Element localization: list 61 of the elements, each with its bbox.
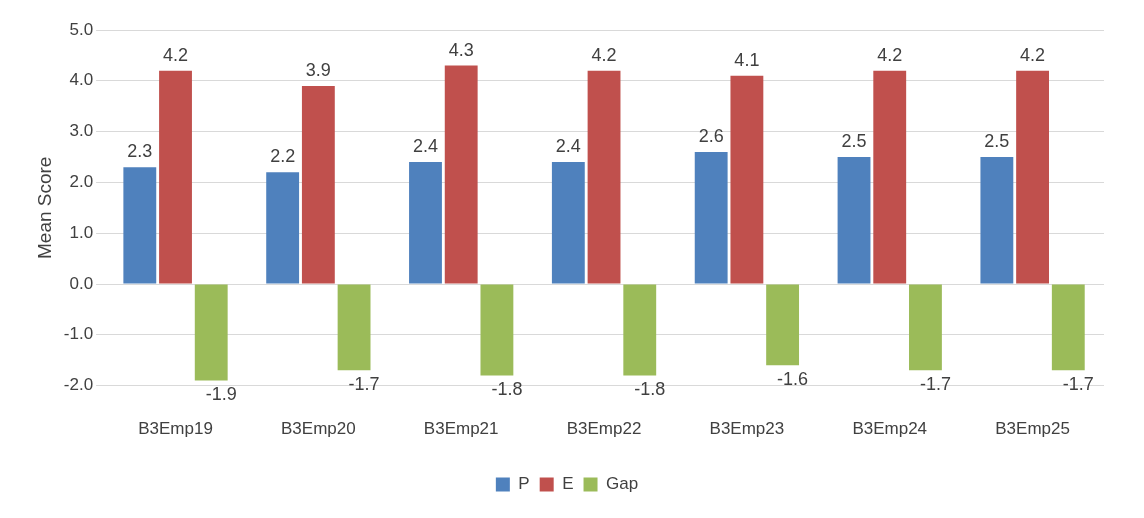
- data-label: 2.2: [270, 146, 296, 167]
- data-label: 2.5: [841, 130, 867, 151]
- legend-label: P: [518, 474, 530, 494]
- y-tick-label: 3.0: [69, 121, 94, 141]
- y-tick-label: 0.0: [69, 273, 94, 293]
- y-tick-label: 1.0: [69, 222, 94, 242]
- x-tick-label: B3Emp25: [995, 419, 1070, 439]
- x-tick-label: B3Emp19: [138, 419, 213, 439]
- bar: [301, 85, 335, 284]
- y-tick-label: 5.0: [69, 19, 94, 39]
- data-label: 2.3: [127, 141, 153, 162]
- data-label: 4.2: [877, 44, 903, 65]
- bar: [1051, 284, 1085, 371]
- data-label: -1.7: [348, 374, 380, 395]
- data-label: -1.6: [777, 369, 809, 390]
- bar: [623, 284, 657, 376]
- data-label: 4.2: [1020, 44, 1046, 65]
- bar: [266, 172, 300, 284]
- bar: [551, 162, 585, 284]
- data-label: 2.4: [555, 136, 581, 157]
- data-label: 2.6: [698, 125, 724, 146]
- y-tick-label: -2.0: [63, 375, 94, 395]
- x-tick-label: B3Emp24: [852, 419, 928, 439]
- data-label: 3.9: [305, 59, 331, 80]
- data-label: -1.7: [1062, 374, 1094, 395]
- bar: [123, 167, 157, 284]
- data-label: 4.2: [591, 44, 617, 65]
- data-label: 2.5: [984, 130, 1010, 151]
- y-axis-title: Mean Score: [33, 156, 55, 260]
- y-tick-label: 4.0: [69, 70, 94, 90]
- bar: [1016, 70, 1050, 284]
- bar: [337, 284, 371, 371]
- bar: [409, 162, 442, 284]
- bar: [587, 70, 621, 284]
- y-tick-label: -1.0: [63, 324, 94, 344]
- bar: [766, 284, 800, 366]
- bar: [909, 284, 942, 371]
- data-label: -1.8: [634, 379, 666, 400]
- bar: [694, 151, 728, 284]
- data-label: -1.8: [491, 379, 523, 400]
- bar: [873, 70, 907, 284]
- bar: [837, 157, 871, 284]
- x-tick-label: B3Emp20: [281, 419, 356, 439]
- legend-label: Gap: [606, 474, 639, 494]
- x-tick-label: B3Emp23: [709, 419, 785, 439]
- legend-label: E: [562, 474, 574, 494]
- x-tick-label: B3Emp22: [566, 419, 642, 439]
- bar: [730, 75, 764, 284]
- data-label: 2.4: [412, 136, 439, 157]
- data-label: -1.7: [919, 374, 951, 395]
- bar: [194, 284, 228, 381]
- bar: [444, 65, 478, 284]
- bar: [159, 70, 192, 284]
- bar: [980, 157, 1014, 284]
- bar: [480, 284, 514, 376]
- x-tick-label: B3Emp21: [423, 419, 499, 439]
- data-label: 4.3: [448, 39, 474, 60]
- data-label: 4.2: [163, 44, 189, 65]
- data-label: 4.1: [734, 49, 760, 70]
- data-label: -1.9: [205, 384, 237, 405]
- y-tick-label: 2.0: [69, 172, 94, 192]
